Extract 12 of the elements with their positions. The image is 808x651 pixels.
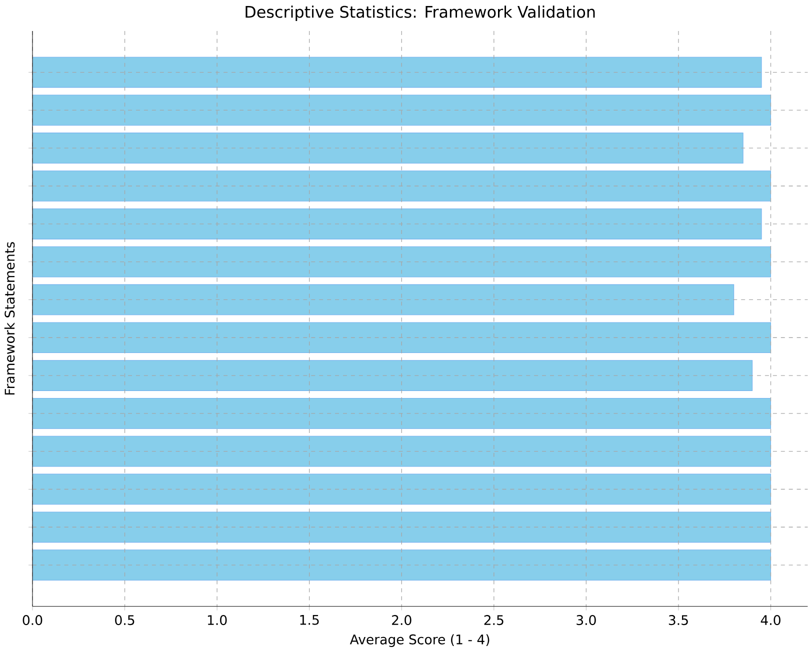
x-tick-label: 4.0 [760,614,780,625]
x-tick-label: 0.5 [115,614,134,625]
x-tick-label: 2.0 [392,614,412,625]
x-tick-label: 1.0 [208,614,227,625]
x-tick-label: 3.5 [668,614,688,625]
x-tick-label: 0.0 [22,614,42,625]
y-axis-title: Framework Statements [4,242,15,394]
chart-title: Descriptive Statistics: Framework Validation [246,5,595,21]
x-tick-label: 2.5 [484,614,504,625]
x-axis-title: Average Score (1 - 4) [350,634,490,647]
x-tick-label: 3.0 [576,614,596,625]
x-tick-label: 1.5 [300,614,319,625]
